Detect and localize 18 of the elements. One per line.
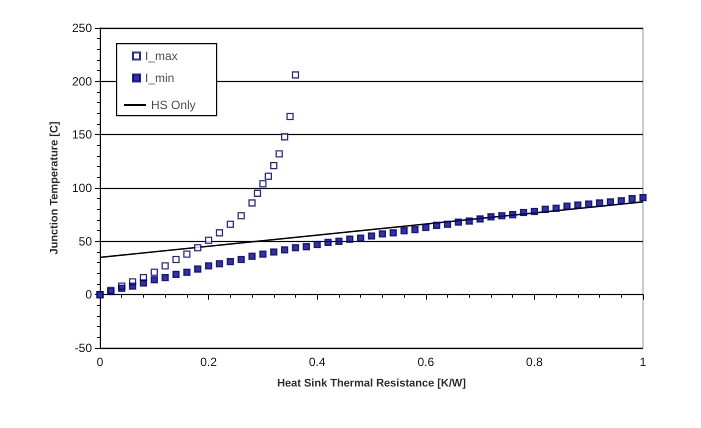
x-axis-title: Heat Sink Thermal Resistance [K/W] — [277, 378, 466, 390]
y-tick-label: 100 — [72, 181, 92, 195]
x-tick-label: 1 — [640, 355, 647, 369]
x-tick-label: 0.8 — [526, 355, 544, 369]
y-tick-label: 0 — [85, 288, 92, 302]
y-tick-label: 50 — [78, 234, 92, 248]
x-tick-label: 0 — [96, 355, 104, 369]
y-axis-title: Junction Temperature [C] — [48, 121, 60, 255]
y-tick-label: 150 — [72, 128, 92, 142]
y-tick-label: 250 — [72, 21, 92, 35]
y-tick-label: -50 — [74, 341, 92, 355]
legend-label: HS Only — [151, 98, 196, 112]
x-tick-label: 0.6 — [417, 355, 434, 369]
y-tick-label: 200 — [72, 74, 92, 88]
legend-label: I_min — [145, 71, 174, 85]
legend-label: I_max — [145, 49, 178, 63]
x-tick-label: 0.4 — [308, 355, 326, 369]
x-tick-label: 0.2 — [200, 355, 218, 369]
